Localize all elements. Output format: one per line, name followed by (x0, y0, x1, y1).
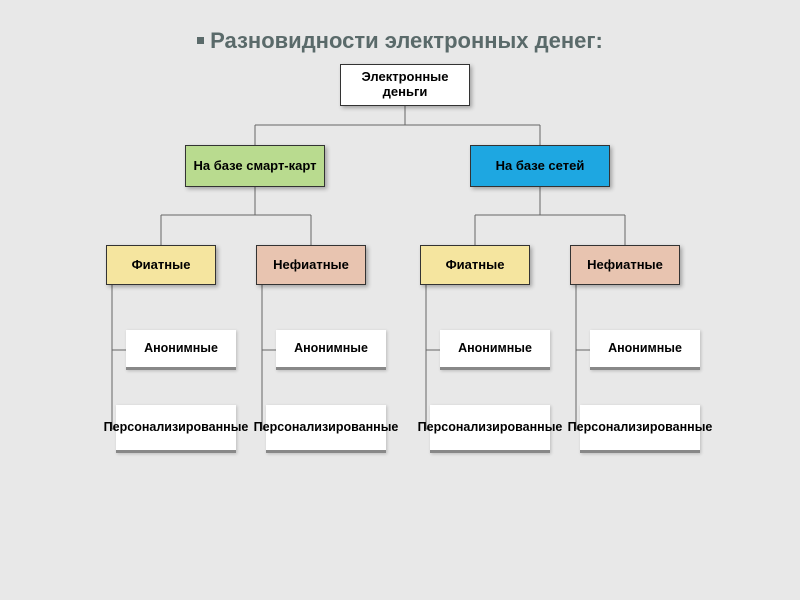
node-smart-cards: На базе смарт-карт (185, 145, 325, 187)
node-fiat-c: Фиатные (420, 245, 530, 285)
leaf-b-personalized-label: Персонализированные (254, 420, 399, 434)
leaf-d-personalized-label: Персонализированные (568, 420, 713, 434)
leaf-c-anonymous-label: Анонимные (458, 341, 532, 355)
node-nonfiat-b-label: Нефиатные (273, 258, 349, 273)
leaf-d-personalized: Персонализированные (580, 405, 700, 453)
node-nonfiat-d-label: Нефиатные (587, 258, 663, 273)
title-bullet-icon (197, 37, 204, 44)
node-nonfiat-d: Нефиатные (570, 245, 680, 285)
node-fiat-a-label: Фиатные (132, 258, 191, 273)
leaf-d-anonymous-label: Анонимные (608, 341, 682, 355)
leaf-b-anonymous: Анонимные (276, 330, 386, 370)
node-networks: На базе сетей (470, 145, 610, 187)
page-title: Разновидности электронных денег: (0, 28, 800, 54)
node-root-label: Электронные деньги (345, 70, 465, 100)
node-networks-label: На базе сетей (496, 159, 585, 174)
leaf-c-personalized: Персонализированные (430, 405, 550, 453)
node-fiat-a: Фиатные (106, 245, 216, 285)
leaf-a-anonymous: Анонимные (126, 330, 236, 370)
leaf-c-personalized-label: Персонализированные (418, 420, 563, 434)
leaf-a-personalized-label: Персонализированные (104, 420, 249, 434)
leaf-a-anonymous-label: Анонимные (144, 341, 218, 355)
node-nonfiat-b: Нефиатные (256, 245, 366, 285)
leaf-b-personalized: Персонализированные (266, 405, 386, 453)
leaf-c-anonymous: Анонимные (440, 330, 550, 370)
title-text: Разновидности электронных денег: (210, 28, 603, 53)
leaf-a-personalized: Персонализированные (116, 405, 236, 453)
node-root: Электронные деньги (340, 64, 470, 106)
node-smart-cards-label: На базе смарт-карт (193, 159, 316, 174)
node-fiat-c-label: Фиатные (446, 258, 505, 273)
leaf-d-anonymous: Анонимные (590, 330, 700, 370)
leaf-b-anonymous-label: Анонимные (294, 341, 368, 355)
